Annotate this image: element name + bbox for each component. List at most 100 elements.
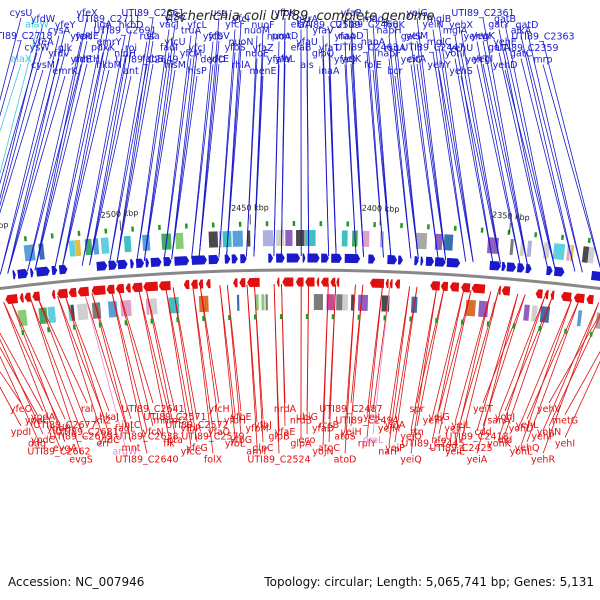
gene-label[interactable]: UTI89_C2691	[93, 26, 156, 37]
gene-label[interactable]: UTI89_C2418	[445, 432, 508, 443]
gene-label[interactable]: yeiR	[423, 416, 444, 427]
gene-label[interactable]: menE	[249, 66, 276, 77]
gene-label[interactable]: yejA	[385, 420, 406, 431]
gene-label[interactable]: fabB	[142, 54, 164, 65]
gene-label[interactable]: yehP	[531, 432, 554, 443]
gene-label[interactable]: yfeO	[10, 404, 32, 415]
gene-label[interactable]: UTI89_C2494	[335, 416, 398, 427]
gene-label[interactable]: UTI89_C2524	[247, 455, 310, 466]
gene-label[interactable]: dld	[498, 435, 513, 446]
gene-label[interactable]: yfaA	[334, 32, 356, 43]
gene-label[interactable]: UTI89_C2579	[181, 432, 244, 443]
gene-label[interactable]: mglA	[443, 26, 468, 37]
gene-label[interactable]: yejL	[363, 412, 383, 423]
gene-label[interactable]: gyrA	[296, 14, 319, 25]
gene-label[interactable]: yfaW	[267, 55, 292, 66]
gene-label[interactable]: yfdW	[31, 14, 56, 25]
gene-label[interactable]: cysW	[24, 43, 50, 54]
gene-label[interactable]: yfcC	[181, 447, 202, 458]
gene-label[interactable]: UTI89_C2447	[401, 43, 464, 54]
gene-label[interactable]: cdd	[474, 427, 491, 438]
gene-label[interactable]: nuoF	[251, 20, 274, 31]
gene-label[interactable]: yfaV	[312, 26, 334, 37]
gene-label[interactable]: UTI89_C2649	[115, 55, 178, 66]
gene-label[interactable]: roi	[125, 43, 137, 54]
gene-label[interactable]: UTI89_C2468	[335, 20, 398, 31]
gene-label[interactable]: yejM	[378, 424, 400, 435]
gene-label[interactable]: napD	[338, 31, 363, 42]
gene-label[interactable]: yfcS	[203, 32, 223, 43]
gene-label[interactable]: yfdE	[71, 55, 92, 66]
gene-label[interactable]: mglB	[427, 14, 451, 25]
gene-label[interactable]: yfcG	[186, 443, 208, 454]
gene-label[interactable]: arnT	[246, 447, 268, 458]
gene-label[interactable]: alaX	[11, 54, 32, 65]
gene-label[interactable]: UTI89_C2679	[49, 432, 112, 443]
gene-label[interactable]: ypdB	[47, 424, 71, 435]
gene-label[interactable]: UTI89_C2638	[115, 432, 178, 443]
gene-label[interactable]: yfeX	[76, 8, 98, 19]
gene-label[interactable]: rus	[140, 32, 155, 43]
gene-label[interactable]: yojN	[312, 447, 333, 458]
gene-label[interactable]: inaA	[319, 66, 340, 77]
gene-label[interactable]: fruK	[385, 20, 405, 31]
gene-label[interactable]: narP	[378, 447, 400, 458]
gene-label[interactable]: yfcJ	[189, 43, 206, 54]
gene-label[interactable]: yeiQ	[400, 455, 422, 466]
gene-label[interactable]: hisM	[164, 60, 186, 71]
gene-label[interactable]: erf	[96, 439, 110, 450]
gene-label[interactable]: yehQ	[515, 443, 540, 454]
gene-label[interactable]: ypdI	[11, 427, 31, 438]
gene-label[interactable]: yfcL	[187, 20, 207, 31]
gene-label[interactable]: evgS	[69, 455, 93, 466]
gene-label[interactable]: yfcH	[208, 404, 229, 415]
gene-label[interactable]: nuoM	[244, 26, 270, 37]
gene-label[interactable]: emrY	[97, 37, 122, 48]
gene-label[interactable]: yfeA	[32, 37, 54, 48]
gene-label[interactable]: ais	[300, 60, 313, 71]
gene-label[interactable]: UTI89_C2641	[121, 404, 184, 415]
gene-label[interactable]: mnmC	[153, 416, 185, 427]
gene-label[interactable]: gatC	[510, 49, 533, 60]
gene-label[interactable]: yeiT	[473, 404, 493, 415]
gene-label[interactable]: yeiM	[406, 31, 428, 42]
gene-label[interactable]: yejH	[340, 427, 361, 438]
gene-label[interactable]: yehY	[427, 60, 450, 71]
gene-label[interactable]: yehW	[464, 32, 491, 43]
gene-label[interactable]: alaW	[25, 20, 49, 31]
gene-label[interactable]: nuoE	[245, 49, 269, 60]
gene-label[interactable]: yfbM	[245, 424, 268, 435]
gene-label[interactable]: yeiL	[451, 420, 471, 431]
gene-label[interactable]: pdxK	[91, 43, 116, 54]
gene-label[interactable]: UTI89_C2711	[77, 14, 140, 25]
gene-label[interactable]: gatA	[488, 43, 511, 54]
gene-label[interactable]: vacJ	[159, 20, 178, 31]
gene-label[interactable]: yfcE	[209, 54, 229, 65]
gene-label[interactable]: folE	[364, 60, 382, 71]
gene-label[interactable]: gatY	[488, 20, 510, 31]
gene-label[interactable]: yohL	[510, 447, 533, 458]
gene-label[interactable]: rplY	[358, 439, 377, 450]
gene-label[interactable]: fadI	[160, 43, 178, 54]
gene-label[interactable]: yeiE	[445, 447, 465, 458]
gene-label[interactable]: UTI89_C2640	[115, 455, 178, 466]
gene-label[interactable]: yejK	[341, 54, 362, 65]
gene-label[interactable]: UTI89_C2487	[319, 404, 382, 415]
gene-label[interactable]: yohD	[509, 424, 534, 435]
gene-label[interactable]: glpC	[252, 443, 274, 454]
gene-label[interactable]: ant	[123, 66, 139, 77]
gene-label[interactable]: yfcN	[142, 427, 163, 438]
gene-label[interactable]: flk	[163, 439, 175, 450]
gene-label[interactable]: sanA	[487, 416, 511, 427]
gene-label[interactable]: yeiN	[422, 20, 443, 31]
gene-label[interactable]: yohK	[487, 439, 511, 450]
gene-label[interactable]: yfaQ	[334, 55, 356, 66]
gene-label[interactable]: ypdA	[31, 412, 56, 423]
gene-label[interactable]: ddg	[28, 439, 46, 450]
gene-label[interactable]: yehR	[531, 455, 555, 466]
gene-label[interactable]: yfeY	[55, 20, 76, 31]
gene-label[interactable]: yfaE	[275, 427, 296, 438]
gene-label[interactable]: glpQ	[312, 49, 334, 60]
gene-label[interactable]: kil2	[95, 416, 112, 427]
gene-label[interactable]: yfcU	[164, 37, 185, 48]
